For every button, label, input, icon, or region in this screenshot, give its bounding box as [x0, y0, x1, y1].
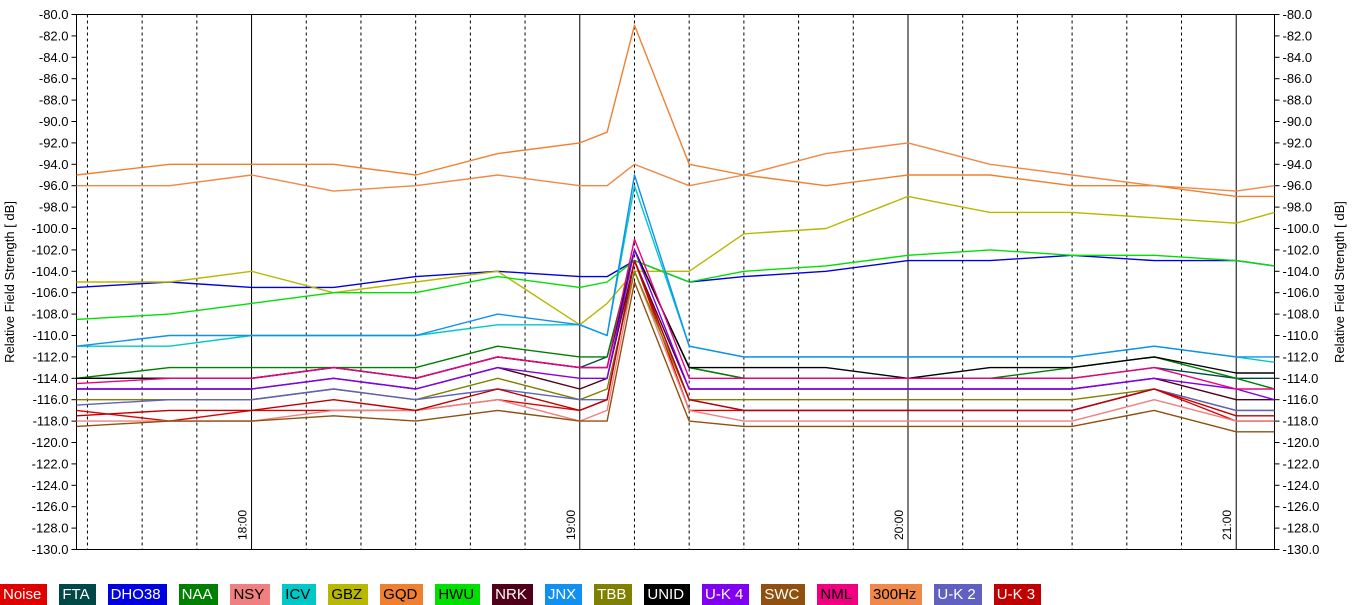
y-tick-label-right: -96.0: [1283, 178, 1313, 193]
y-axis-title-left: Relative Field Strength [ dB]: [2, 201, 17, 363]
series-line-unid: [76, 249, 1275, 379]
line-chart: -130.0 -128.0 -126.0 -124.0 -122.0 -120.0 -118…: [2, 7, 1347, 557]
y-tick-label: -128.0: [32, 521, 69, 536]
time-label: 20:00: [892, 510, 906, 540]
y-tick-label: -84.0: [39, 50, 69, 65]
y-tick-label: -112.0: [33, 349, 69, 364]
y-tick-label-right: -112.0: [1283, 349, 1319, 364]
y-tick-label-right: -118.0: [1283, 414, 1319, 429]
vertical-grid: [86, 14, 1237, 550]
legend-item-icv: ICV: [282, 584, 317, 605]
y-tick-label: -98.0: [39, 200, 69, 215]
legend: Noise FTA DHO38 NAA NSY ICV GBZ GQD HWU NRK JNX TBB…: [0, 584, 1354, 605]
y-tick-label-right: -86.0: [1283, 71, 1313, 86]
y-tick-label: -114.0: [33, 371, 69, 386]
legend-item-nsy: NSY: [230, 584, 271, 605]
legend-item-300hz: 300Hz: [870, 584, 923, 605]
series-line-gqd: [76, 24, 1275, 198]
y-tick-label: -124.0: [32, 478, 69, 493]
y-tick-label-right: -82.0: [1283, 28, 1313, 43]
y-tick-label-right: -88.0: [1283, 93, 1313, 108]
legend-item-nml: NML: [817, 584, 859, 605]
legend-item-dho38: DHO38: [107, 584, 167, 605]
legend-item-unid: UNID: [644, 584, 691, 605]
legend-item-tbb: TBB: [594, 584, 633, 605]
series-line-u-k-4: [76, 249, 1275, 401]
series-line-fta: [76, 249, 1275, 379]
y-tick-label-right: -124.0: [1283, 478, 1320, 493]
y-tick-label-right: -92.0: [1283, 135, 1313, 150]
y-tick-label: -110.0: [33, 328, 69, 343]
y-tick-label-right: -104.0: [1283, 264, 1320, 279]
y-tick-label: -92.0: [39, 135, 69, 150]
y-tick-label: -116.0: [33, 392, 69, 407]
y-tick-label: -108.0: [32, 307, 69, 322]
series-line-jnx: [76, 174, 1275, 358]
legend-item-hwu: HWU: [435, 584, 481, 605]
time-label: 18:00: [236, 510, 250, 540]
y-tick-label-right: -114.0: [1283, 371, 1319, 386]
y-tick-label: -104.0: [32, 264, 69, 279]
y-tick-label: -82.0: [39, 28, 69, 43]
series-line-hwu: [76, 249, 1275, 321]
y-tick-label-right: -110.0: [1283, 328, 1319, 343]
legend-item-u-k-4: U-K 4: [702, 584, 750, 605]
y-tick-label-right: -94.0: [1283, 157, 1313, 172]
series-line-nrk: [76, 259, 1275, 401]
y-tick-label: -96.0: [39, 178, 69, 193]
legend-item-noise: Noise: [0, 584, 48, 605]
right-y-axis: -130.0 -128.0 -126.0 -124.0 -122.0 -120.0 -118…: [1274, 7, 1320, 557]
y-tick-label: -122.0: [32, 456, 69, 471]
y-tick-label: -126.0: [32, 499, 69, 514]
y-tick-label-right: -98.0: [1283, 200, 1313, 215]
left-y-axis: -130.0 -128.0 -126.0 -124.0 -122.0 -120.0 -118…: [32, 7, 77, 557]
y-tick-label: -102.0: [32, 242, 69, 257]
series-line-nsy: [76, 270, 1275, 422]
y-tick-label-right: -84.0: [1283, 50, 1313, 65]
series-line-swc: [76, 281, 1275, 433]
legend-item-u-k-3: U-K 3: [993, 584, 1042, 605]
time-label: 19:00: [564, 510, 578, 540]
series-line-u-k-3: [76, 259, 1275, 417]
y-tick-label: -100.0: [32, 221, 69, 236]
y-tick-label: -86.0: [39, 71, 69, 86]
y-tick-label-right: -102.0: [1283, 242, 1320, 257]
y-tick-label-right: -100.0: [1283, 221, 1320, 236]
y-tick-label-right: -116.0: [1283, 392, 1319, 407]
x-axis-time-labels: 18:00 19:00 20:00 21:00: [236, 510, 1235, 540]
y-tick-label: -90.0: [39, 114, 69, 129]
series-layer: [76, 24, 1275, 433]
y-tick-label-right: -120.0: [1283, 435, 1320, 450]
legend-item-jnx: JNX: [544, 584, 583, 605]
y-tick-label: -118.0: [33, 414, 69, 429]
legend-item-fta: FTA: [59, 584, 96, 605]
y-tick-label-right: -108.0: [1283, 307, 1320, 322]
series-line-tbb: [76, 270, 1275, 412]
y-tick-label-right: -90.0: [1283, 114, 1313, 129]
y-tick-label: -130.0: [32, 542, 69, 557]
y-tick-label: -106.0: [32, 285, 69, 300]
y-tick-label-right: -80.0: [1283, 7, 1313, 22]
y-tick-label-right: -126.0: [1283, 499, 1320, 514]
legend-item-gbz: GBZ: [328, 584, 369, 605]
y-axis-title-right: Relative Field Strength [ dB]: [1332, 201, 1347, 363]
series-line-nml: [76, 238, 1275, 390]
legend-item-u-k-2: U-K 2: [934, 584, 982, 605]
y-tick-label: -80.0: [39, 7, 69, 22]
y-tick-label-right: -122.0: [1283, 456, 1320, 471]
y-tick-label-right: -130.0: [1283, 542, 1320, 557]
legend-item-nrk: NRK: [492, 584, 533, 605]
y-tick-label-right: -128.0: [1283, 521, 1320, 536]
legend-item-swc: SWC: [761, 584, 806, 605]
y-tick-label-right: -106.0: [1283, 285, 1320, 300]
series-line-300hz: [76, 142, 1275, 192]
plot-frame: [76, 14, 1275, 550]
y-tick-label: -120.0: [32, 435, 69, 450]
legend-item-naa: NAA: [178, 584, 219, 605]
y-tick-label: -88.0: [39, 93, 69, 108]
legend-item-gqd: GQD: [380, 584, 424, 605]
y-tick-label: -94.0: [39, 157, 69, 172]
time-label: 21:00: [1220, 510, 1234, 540]
